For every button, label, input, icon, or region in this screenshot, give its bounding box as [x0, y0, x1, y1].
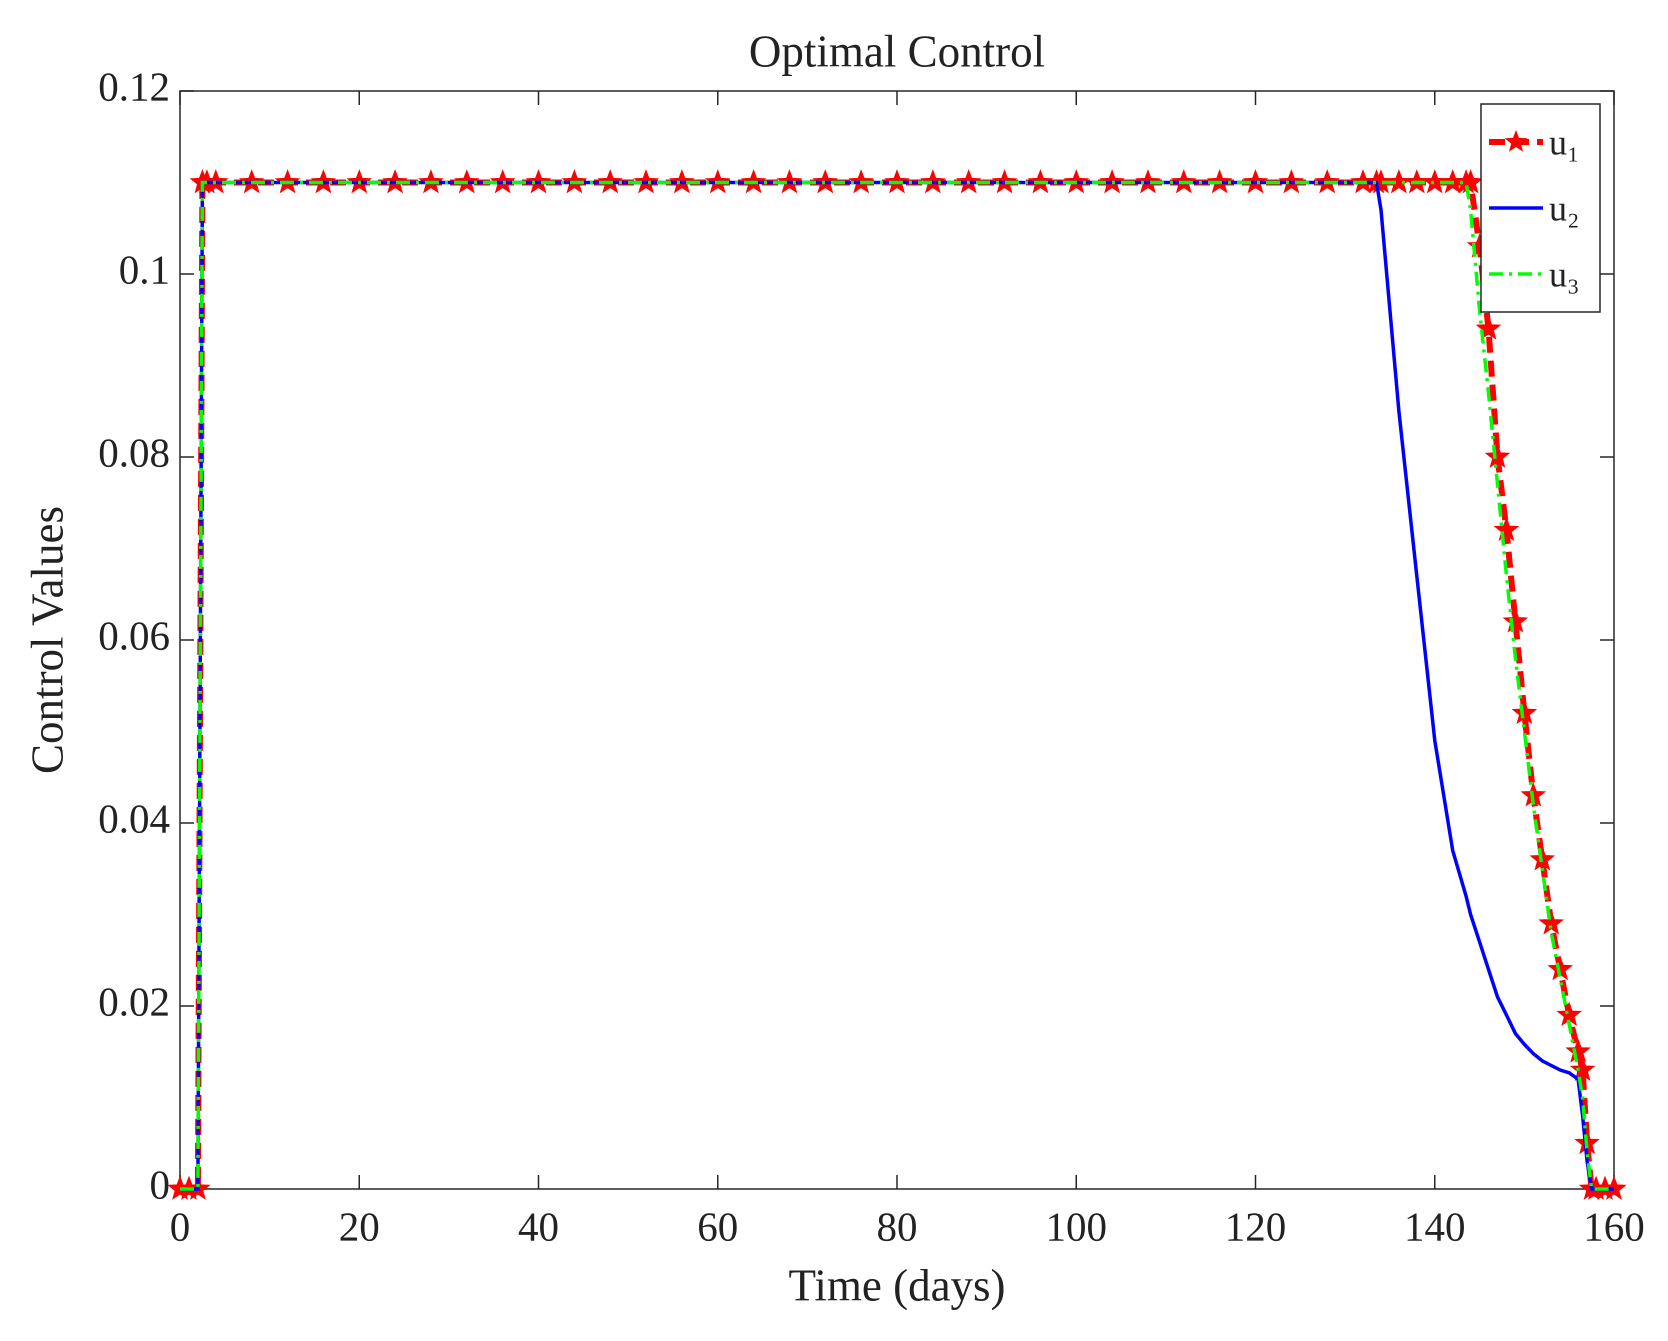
x-axis-label: Time (days) — [788, 1260, 1005, 1310]
star-marker — [1457, 169, 1484, 194]
x-tick-label: 0 — [170, 1203, 191, 1249]
series-line — [180, 179, 1614, 1192]
y-axis-label: Control Values — [22, 506, 72, 774]
x-tick-label: 140 — [1404, 1203, 1466, 1249]
legend-label: u₁ — [1549, 122, 1580, 162]
star-marker — [1475, 315, 1502, 340]
x-tick-label: 20 — [339, 1203, 380, 1249]
legend-label: u₂ — [1549, 188, 1580, 228]
star-marker — [1502, 608, 1529, 633]
series-line — [180, 180, 1614, 1191]
x-tick-label: 160 — [1583, 1203, 1645, 1249]
x-tick-label: 60 — [697, 1203, 738, 1249]
chart-title: Optimal Control — [749, 26, 1045, 76]
y-tick-label: 0.06 — [98, 612, 170, 658]
star-marker — [1493, 516, 1520, 542]
plot-frame — [179, 90, 1615, 1190]
y-tick-label: 0 — [150, 1161, 171, 1207]
x-tick-label: 100 — [1046, 1203, 1108, 1249]
y-tick-label: 0.12 — [98, 63, 170, 109]
y-tick-label: 0.04 — [98, 795, 170, 841]
x-tick-label: 40 — [518, 1203, 559, 1249]
legend-label: u₃ — [1549, 254, 1580, 294]
y-tick-label: 0.1 — [119, 246, 170, 292]
star-marker — [1538, 910, 1565, 935]
y-tick-label: 0.08 — [98, 429, 170, 475]
series-line — [180, 180, 1614, 1191]
star-marker — [1511, 699, 1538, 725]
star-marker — [1565, 1038, 1591, 1063]
legend-marker — [1504, 130, 1528, 152]
y-tick-label: 0.02 — [98, 978, 170, 1024]
star-marker — [1569, 1056, 1596, 1081]
x-tick-label: 80 — [877, 1203, 918, 1249]
x-tick-label: 120 — [1225, 1203, 1287, 1249]
star-marker — [1484, 443, 1511, 468]
